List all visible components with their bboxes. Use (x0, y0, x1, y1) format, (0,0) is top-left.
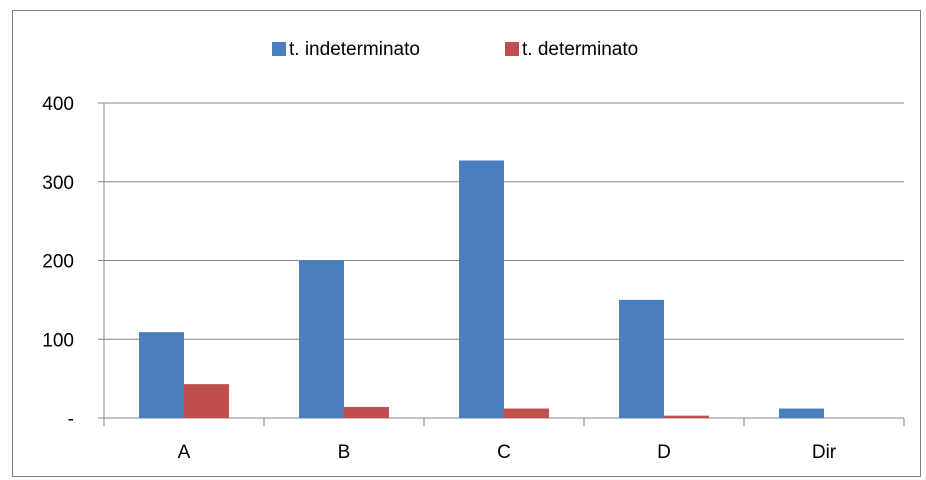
bar-determinato (344, 406, 389, 418)
bar-indeterminato (459, 160, 504, 419)
y-tick-label: - (68, 409, 74, 430)
y-tick-label: 400 (42, 94, 74, 115)
legend-swatch (272, 42, 286, 56)
y-tick-label: 300 (42, 173, 74, 194)
bar-determinato (184, 384, 229, 418)
bar-determinato (504, 408, 549, 418)
x-tick-label: A (178, 442, 191, 463)
y-tick-label: 100 (42, 330, 74, 351)
bar-indeterminato (139, 332, 184, 418)
x-tick-label: C (497, 442, 511, 463)
bar-determinato (664, 415, 709, 418)
bar-indeterminato (779, 408, 824, 418)
legend-label: t. indeterminato (289, 39, 420, 60)
x-tick-label: Dir (812, 442, 837, 463)
legend-swatch (505, 42, 519, 56)
bar-indeterminato (299, 260, 344, 418)
bar-indeterminato (619, 299, 664, 418)
y-tick-label: 200 (42, 252, 74, 273)
x-tick-label: D (657, 442, 671, 463)
legend-label: t. determinato (522, 39, 638, 60)
x-tick-label: B (338, 442, 351, 463)
